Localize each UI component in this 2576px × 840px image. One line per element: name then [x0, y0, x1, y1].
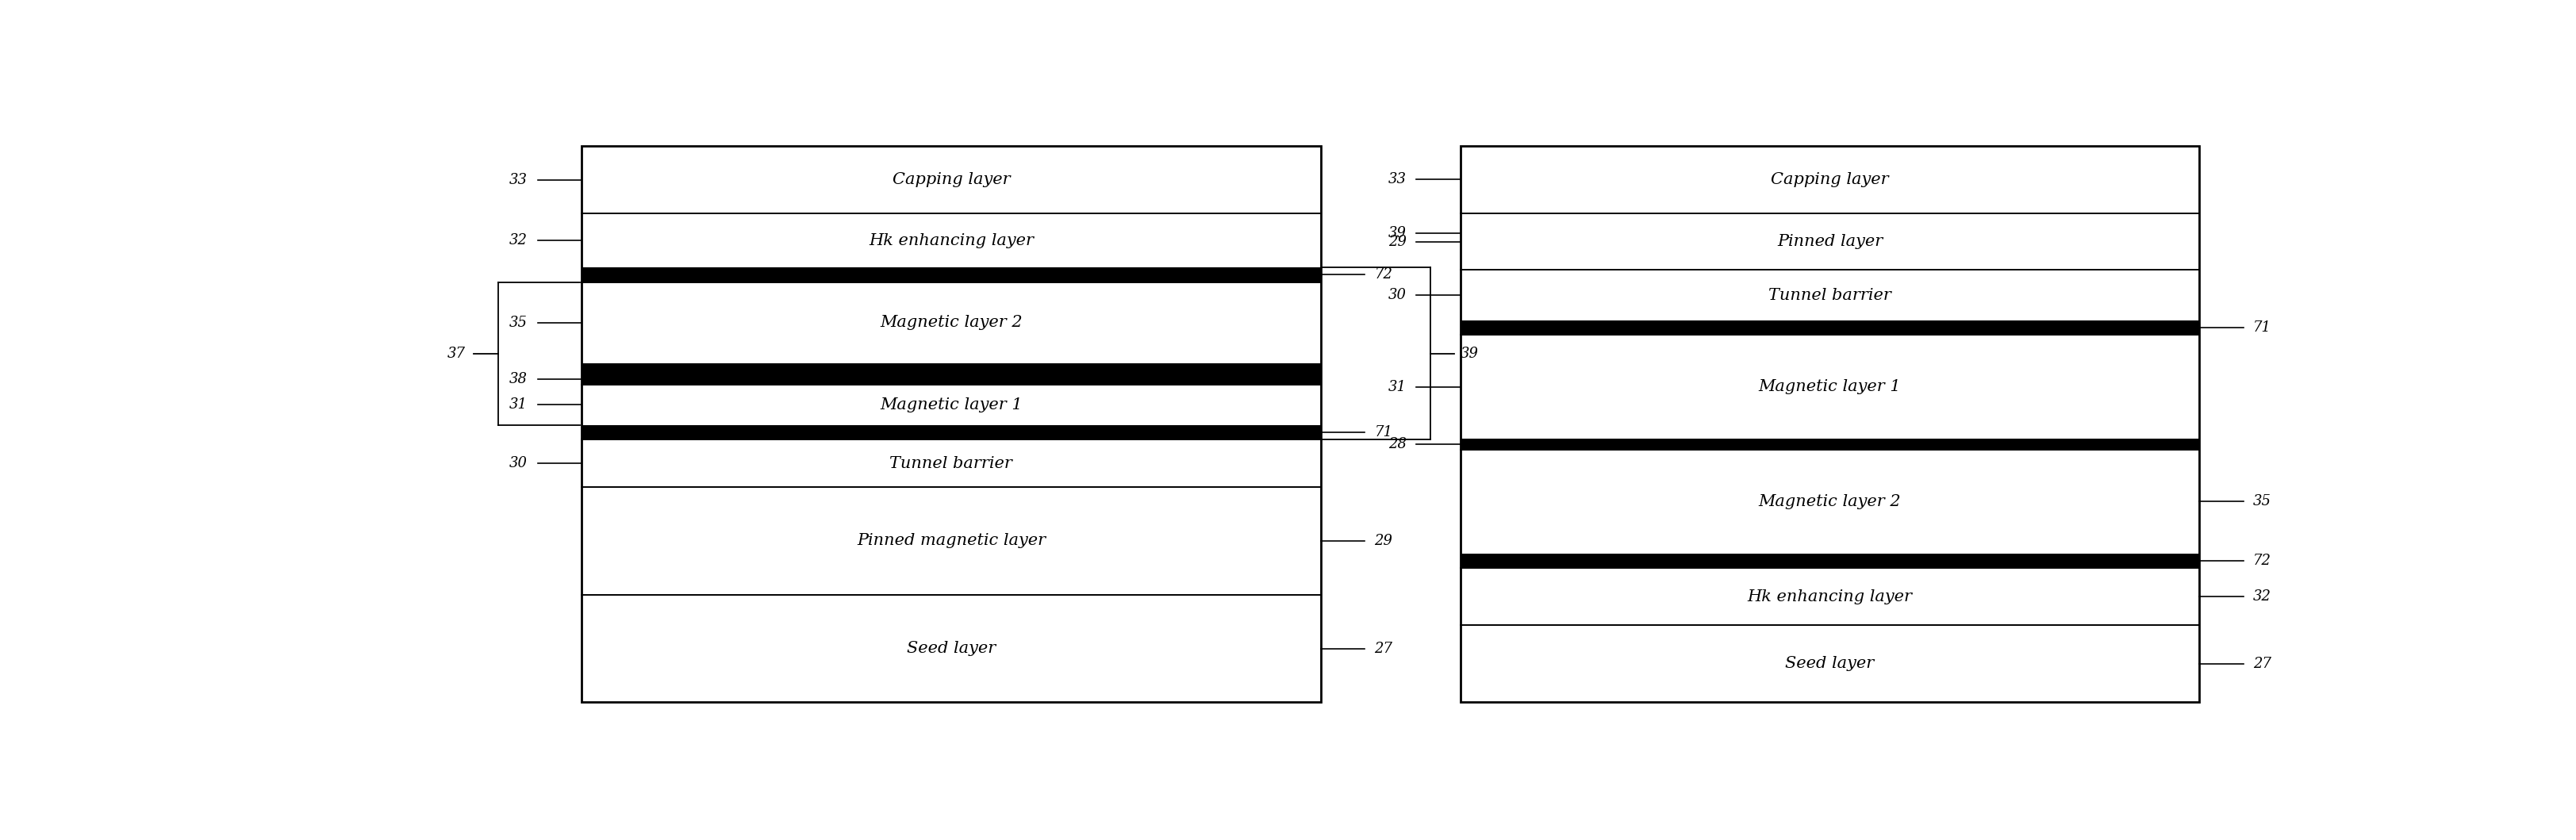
Bar [1461, 554, 2200, 569]
Text: 27: 27 [2251, 657, 2272, 671]
Bar [582, 425, 1321, 439]
Text: 72: 72 [1373, 268, 1394, 282]
Text: 27: 27 [1373, 641, 1394, 655]
Text: 71: 71 [2251, 321, 2272, 335]
Text: 29: 29 [1388, 234, 1406, 249]
Text: Capping layer: Capping layer [1770, 172, 1888, 187]
Text: Hk enhancing layer: Hk enhancing layer [1747, 589, 1911, 604]
Text: 71: 71 [1373, 425, 1394, 439]
Bar [1461, 320, 2200, 335]
Text: Tunnel barrier: Tunnel barrier [889, 456, 1012, 470]
Text: Magnetic layer 1: Magnetic layer 1 [878, 397, 1023, 412]
Text: Seed layer: Seed layer [1785, 656, 1873, 671]
Text: Hk enhancing layer: Hk enhancing layer [868, 233, 1033, 248]
Text: Magnetic layer 2: Magnetic layer 2 [1757, 494, 1901, 509]
Text: Magnetic layer 2: Magnetic layer 2 [878, 315, 1023, 330]
Bar [582, 146, 1321, 702]
Text: 31: 31 [1388, 380, 1406, 394]
Text: 30: 30 [510, 456, 528, 470]
Bar [1461, 439, 2200, 449]
Text: 39: 39 [1461, 346, 1479, 360]
Text: Pinned magnetic layer: Pinned magnetic layer [855, 533, 1046, 549]
Text: Capping layer: Capping layer [891, 172, 1010, 187]
Text: 33: 33 [510, 172, 528, 186]
Text: 28: 28 [1388, 437, 1406, 451]
Text: Pinned layer: Pinned layer [1777, 234, 1883, 249]
Text: 35: 35 [2251, 495, 2272, 509]
Text: 30: 30 [1388, 288, 1406, 302]
Text: 39: 39 [1388, 226, 1406, 240]
Text: 38: 38 [510, 372, 528, 386]
Text: Tunnel barrier: Tunnel barrier [1767, 287, 1891, 302]
Bar [1461, 146, 2200, 702]
Text: 32: 32 [510, 234, 528, 248]
Text: 35: 35 [510, 315, 528, 329]
Bar [582, 267, 1321, 282]
Text: 72: 72 [2251, 554, 2272, 568]
Text: Seed layer: Seed layer [907, 641, 994, 656]
Text: 37: 37 [448, 346, 466, 360]
Text: 33: 33 [1388, 172, 1406, 186]
Text: 29: 29 [1373, 533, 1394, 548]
Text: Magnetic layer 1: Magnetic layer 1 [1757, 380, 1901, 395]
Text: 32: 32 [2251, 590, 2272, 604]
Bar [582, 363, 1321, 374]
Bar [582, 374, 1321, 385]
Text: 31: 31 [510, 397, 528, 412]
